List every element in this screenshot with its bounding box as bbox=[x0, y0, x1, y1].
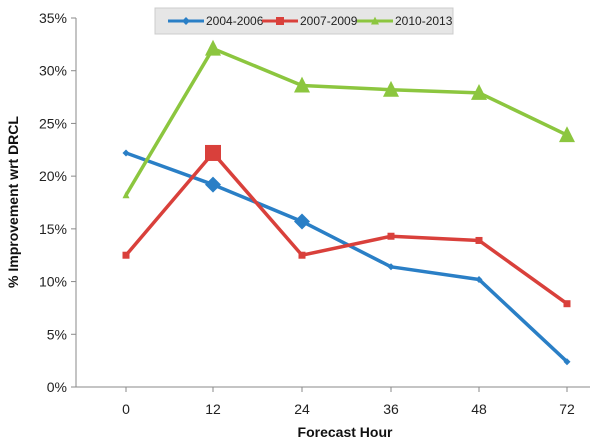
x-tick-label: 0 bbox=[122, 401, 130, 417]
x-tick-label: 48 bbox=[471, 401, 487, 417]
y-tick-label: 10% bbox=[39, 274, 67, 290]
data-point bbox=[205, 144, 221, 161]
series-2010-2013 bbox=[122, 39, 575, 199]
y-tick-label: 30% bbox=[39, 63, 67, 79]
legend: 2004-2006 2007-2009 2010-2013 bbox=[154, 7, 454, 35]
y-axis-title: % Improvement wrt DRCL bbox=[5, 116, 21, 288]
legend-label: 2004-2006 bbox=[206, 14, 264, 28]
data-point bbox=[563, 300, 571, 308]
data-point bbox=[387, 263, 395, 271]
data-point bbox=[298, 251, 306, 259]
data-point bbox=[294, 213, 310, 230]
data-point bbox=[383, 80, 399, 97]
y-axis-ticks: 0% 5% 10% 15% 20% 25% 30% 35% bbox=[39, 10, 76, 395]
legend-marker bbox=[182, 17, 190, 25]
data-point bbox=[122, 251, 130, 259]
y-tick-label: 5% bbox=[47, 326, 67, 342]
data-point bbox=[387, 232, 395, 240]
data-point bbox=[294, 76, 310, 93]
legend-marker bbox=[371, 16, 379, 25]
y-tick-label: 20% bbox=[39, 168, 67, 184]
y-tick-label: 25% bbox=[39, 115, 67, 131]
data-point bbox=[475, 275, 483, 283]
legend-marker bbox=[276, 17, 284, 25]
y-tick-label: 15% bbox=[39, 221, 67, 237]
x-tick-label: 24 bbox=[294, 401, 310, 417]
data-point bbox=[475, 236, 483, 244]
legend-box bbox=[154, 7, 454, 35]
x-tick-label: 12 bbox=[205, 401, 221, 417]
x-tick-label: 36 bbox=[383, 401, 399, 417]
legend-label: 2007-2009 bbox=[300, 14, 358, 28]
data-point bbox=[205, 39, 221, 56]
series-line bbox=[124, 151, 569, 306]
x-axis-title: Forecast Hour bbox=[298, 424, 393, 440]
data-point bbox=[559, 126, 575, 143]
y-tick-label: 0% bbox=[47, 379, 67, 395]
x-tick-label: 72 bbox=[559, 401, 575, 417]
data-point bbox=[471, 84, 487, 100]
data-point bbox=[205, 176, 221, 193]
series-2007-2009 bbox=[122, 144, 571, 308]
data-point bbox=[563, 358, 571, 366]
x-axis-ticks: 0 12 24 36 48 72 bbox=[122, 387, 575, 417]
y-tick-label: 35% bbox=[39, 10, 67, 26]
data-point bbox=[122, 149, 130, 157]
series-group bbox=[122, 39, 575, 366]
series-line bbox=[124, 46, 568, 197]
legend-label: 2010-2013 bbox=[395, 14, 453, 28]
data-point bbox=[122, 191, 130, 199]
